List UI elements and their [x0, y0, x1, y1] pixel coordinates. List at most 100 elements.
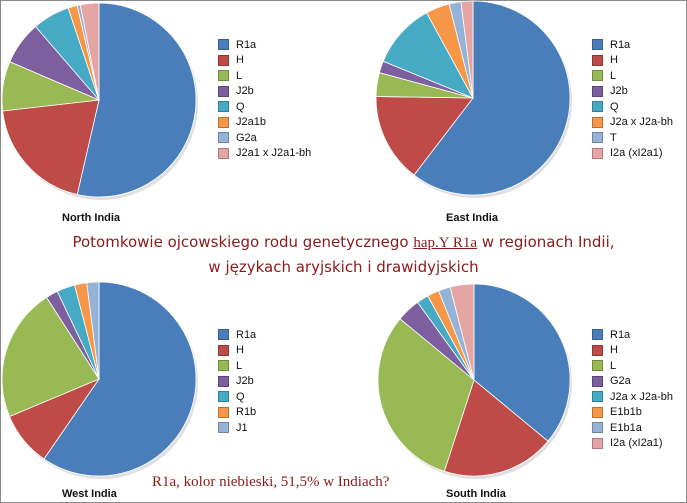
legend-swatch [218, 101, 229, 113]
south-india-legend-item-j2a-x-j2a-bh: J2a x J2a-bh [592, 389, 673, 405]
west-india-legend-item-j1: J1 [218, 420, 256, 436]
legend-label: I2a (xI2a1) [610, 147, 663, 160]
south-india-pie [377, 283, 572, 479]
east-india-legend-item-j2a-x-j2a-bh: J2a x J2a-bh [592, 115, 673, 131]
legend-swatch [592, 85, 603, 97]
legend-swatch [218, 406, 229, 418]
west-india-legend: R1a H L J2b Q R1b J1 [218, 327, 256, 436]
legend-label: H [610, 344, 618, 357]
legend-swatch [592, 422, 603, 434]
south-india-legend-item-g2a: G2a [592, 374, 673, 390]
east-india-legend-item-h: H [592, 53, 673, 69]
legend-swatch [592, 132, 603, 144]
legend-swatch [592, 39, 603, 51]
north-india-legend-item-q: Q [218, 99, 311, 115]
east-india-legend-item-q: Q [592, 99, 673, 115]
legend-swatch [218, 132, 229, 144]
legend-swatch [218, 54, 229, 66]
haplogroup-link[interactable]: hap.Y R1a [413, 235, 477, 251]
east-india-slice-h [375, 96, 474, 176]
east-india-legend: R1a H L J2b Q J2a x J2a-bh T I2a (xI2a1) [592, 37, 673, 161]
legend-swatch [592, 101, 603, 113]
legend-swatch [592, 391, 603, 403]
legend-swatch [592, 437, 603, 449]
west-india-pie [1, 281, 198, 479]
north-india-slice-r1a [76, 2, 197, 198]
legend-label: L [610, 69, 617, 82]
legend-label: H [236, 54, 244, 67]
legend-label: L [610, 359, 617, 372]
legend-label: R1a [610, 328, 631, 341]
legend-label: J2a x J2a-bh [610, 116, 673, 129]
west-india-legend-item-r1b: R1b [218, 405, 256, 421]
legend-swatch [592, 375, 603, 387]
north-india-legend: R1a H L J2b Q J2a1b G2a J2a1 x J2a1-bh [218, 37, 311, 161]
south-india-slice-i2a-xi2a1 [449, 283, 475, 381]
south-india-legend-item-e1b1a: E1b1a [592, 420, 673, 436]
north-india-legend-item-r1a: R1a [218, 37, 311, 53]
west-india-legend-item-j2b: J2b [218, 374, 256, 390]
legend-label: J2b [610, 85, 628, 98]
legend-swatch [218, 391, 229, 403]
legend-label: J2b [236, 375, 254, 388]
legend-swatch [592, 54, 603, 66]
east-india-legend-item-i2a-xi2a1: I2a (xI2a1) [592, 146, 673, 162]
legend-label: I2a (xI2a1) [610, 437, 663, 450]
legend-swatch [218, 329, 229, 341]
west-india-legend-item-q: Q [218, 389, 256, 405]
west-india-slice-l [1, 296, 100, 418]
north-india-title: North India [62, 212, 121, 224]
caption-text-b: w regionach Indii, [481, 233, 615, 251]
legend-swatch [592, 70, 603, 82]
legend-swatch [218, 70, 229, 82]
south-india-title: South India [446, 488, 506, 500]
caption-line-2: w językach aryjskich i drawidyjskich [208, 258, 479, 276]
south-india-slice-r1a [473, 283, 571, 442]
legend-swatch [218, 375, 229, 387]
legend-swatch [218, 39, 229, 51]
legend-label: J2a1 x J2a1-bh [236, 147, 312, 160]
east-india-legend-item-l: L [592, 68, 673, 84]
legend-label: H [236, 344, 244, 357]
south-india-legend-item-i2a-xi2a1: I2a (xI2a1) [592, 436, 673, 452]
south-india-legend-item-r1a: R1a [592, 327, 673, 343]
south-india-slice-h [443, 379, 549, 477]
legend-label: T [610, 131, 617, 144]
north-india-legend-item-j2a1-x-j2a1-bh: J2a1 x J2a1-bh [218, 146, 311, 162]
legend-swatch [218, 147, 229, 159]
legend-label: J2a1b [236, 116, 266, 129]
west-india-legend-item-r1a: R1a [218, 327, 256, 343]
legend-label: R1a [236, 328, 257, 341]
legend-label: R1a [610, 38, 631, 51]
north-india-legend-item-l: L [218, 68, 311, 84]
north-india-legend-item-j2a1b: J2a1b [218, 115, 311, 131]
legend-label: R1b [236, 406, 257, 419]
legend-label: G2a [610, 375, 631, 388]
north-india-legend-item-h: H [218, 53, 311, 69]
legend-swatch [218, 360, 229, 372]
east-india-legend-item-r1a: R1a [592, 37, 673, 53]
east-india-pie [375, 0, 572, 198]
south-india-legend: R1a H L G2a J2a x J2a-bh E1b1b E1b1a I2a (xI2a1… [592, 327, 673, 451]
west-india-slice-r1a [43, 281, 197, 477]
legend-label: G2a [236, 131, 257, 144]
south-india-legend-item-e1b1b: E1b1b [592, 405, 673, 421]
legend-label: L [236, 359, 243, 372]
north-india-pie [1, 2, 198, 200]
legend-swatch [592, 344, 603, 356]
legend-label: E1b1b [610, 406, 642, 419]
north-india-slice-j2a1-x-j2a1-bh [79, 2, 100, 101]
legend-swatch [218, 344, 229, 356]
west-india-legend-item-h: H [218, 343, 256, 359]
west-india-slice-j1 [86, 281, 100, 380]
legend-label: L [236, 69, 243, 82]
legend-label: Q [236, 100, 245, 113]
legend-swatch [218, 422, 229, 434]
legend-swatch [218, 116, 229, 128]
south-india-legend-item-l: L [592, 358, 673, 374]
south-india-slice-l [377, 318, 475, 472]
west-india-title: West India [62, 488, 117, 500]
caption-text-a: Potomkowie ojcowskiego rodu genetycznego [72, 233, 409, 251]
legend-swatch [592, 147, 603, 159]
